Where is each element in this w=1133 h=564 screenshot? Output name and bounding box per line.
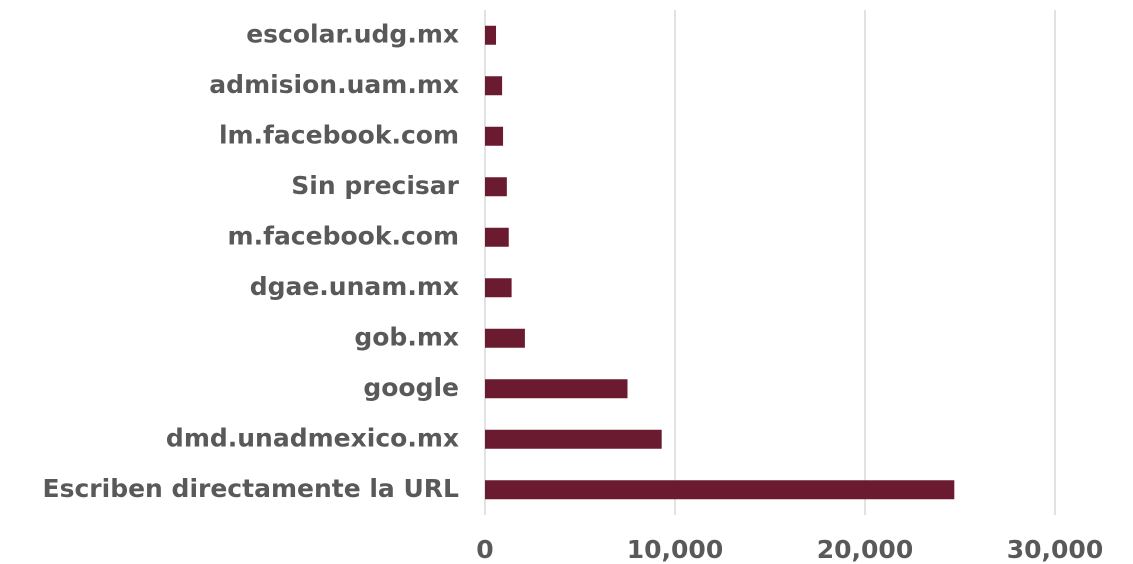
x-tick-label: 20,000 [817, 535, 913, 564]
y-tick-label: Sin precisar [291, 171, 459, 200]
y-tick-label: dmd.unadmexico.mx [166, 423, 459, 452]
y-tick-label: admision.uam.mx [209, 70, 459, 99]
y-tick-label: Escriben directamente la URL [43, 474, 460, 503]
bar [485, 328, 525, 348]
bar [485, 429, 662, 449]
y-tick-label: escolar.udg.mx [246, 19, 459, 48]
y-tick-label: gob.mx [354, 322, 459, 351]
y-tick-label: dgae.unam.mx [250, 272, 459, 301]
x-tick-label: 0 [476, 535, 493, 564]
y-tick-label: lm.facebook.com [219, 120, 459, 149]
y-tick-label: google [363, 373, 459, 402]
x-tick-label: 10,000 [627, 535, 723, 564]
bar [485, 278, 512, 298]
bar [485, 480, 955, 500]
x-tick-label: 30,000 [1007, 535, 1103, 564]
bar [485, 177, 507, 197]
bar [485, 379, 628, 399]
y-tick-label: m.facebook.com [228, 221, 459, 250]
bar [485, 126, 504, 146]
bar [485, 76, 503, 96]
bar [485, 25, 497, 45]
bar [485, 227, 509, 247]
